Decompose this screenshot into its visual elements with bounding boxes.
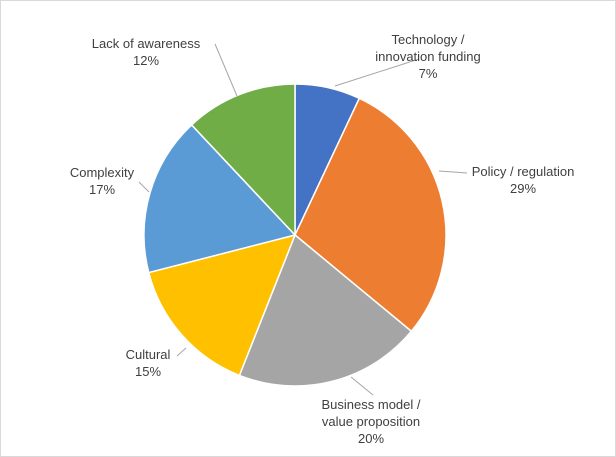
slice-value-lack-of-awareness: 12% [133,53,159,68]
slice-value-business-model-value-proposition: 20% [358,431,384,446]
pie-slice-policy-regulation [294,97,447,333]
slice-label-technology-innovation-funding: Technology / innovation funding 7% [375,32,481,81]
pie-slice-lack-of-awareness [190,83,296,237]
slice-category-lack-of-awareness: Lack of awareness [92,36,201,51]
slice-value-cultural: 15% [135,364,161,379]
slice-label-policy-regulation: Policy / regulation 29% [472,164,575,196]
slice-label-business-model-value-proposition: Business model / value proposition 20% [322,397,421,446]
slice-label-lack-of-awareness: Lack of awareness 12% [92,36,201,68]
leader-line-technology-innovation-funding [334,58,420,87]
pie-slice-complexity [143,123,297,274]
leader-line-policy-regulation [438,170,468,174]
leader-line-business-model-value-proposition [350,376,374,396]
slice-category-policy-regulation: Policy / regulation [472,164,575,179]
leader-line-cultural [176,347,187,357]
slice-label-cultural: Cultural 15% [126,347,171,379]
slice-category-business-model-value-proposition: Business model / [322,397,421,412]
slice-category-technology-innovation-funding: innovation funding [375,49,481,64]
slice-category-complexity: Complexity [70,165,135,180]
slice-category-cultural: Cultural [126,347,171,362]
pie-slice-business-model-value-proposition [238,233,413,387]
leader-line-lack-of-awareness [214,43,238,97]
slice-label-complexity: Complexity 17% [70,165,135,197]
pie-slice-cultural [147,233,297,377]
slice-category-technology-innovation-funding: Technology / [392,32,465,47]
slice-value-technology-innovation-funding: 7% [419,66,438,81]
slice-category-business-model-value-proposition: value proposition [322,414,420,429]
leader-line-complexity [138,181,150,193]
slice-value-policy-regulation: 29% [510,181,536,196]
slice-value-complexity: 17% [89,182,115,197]
